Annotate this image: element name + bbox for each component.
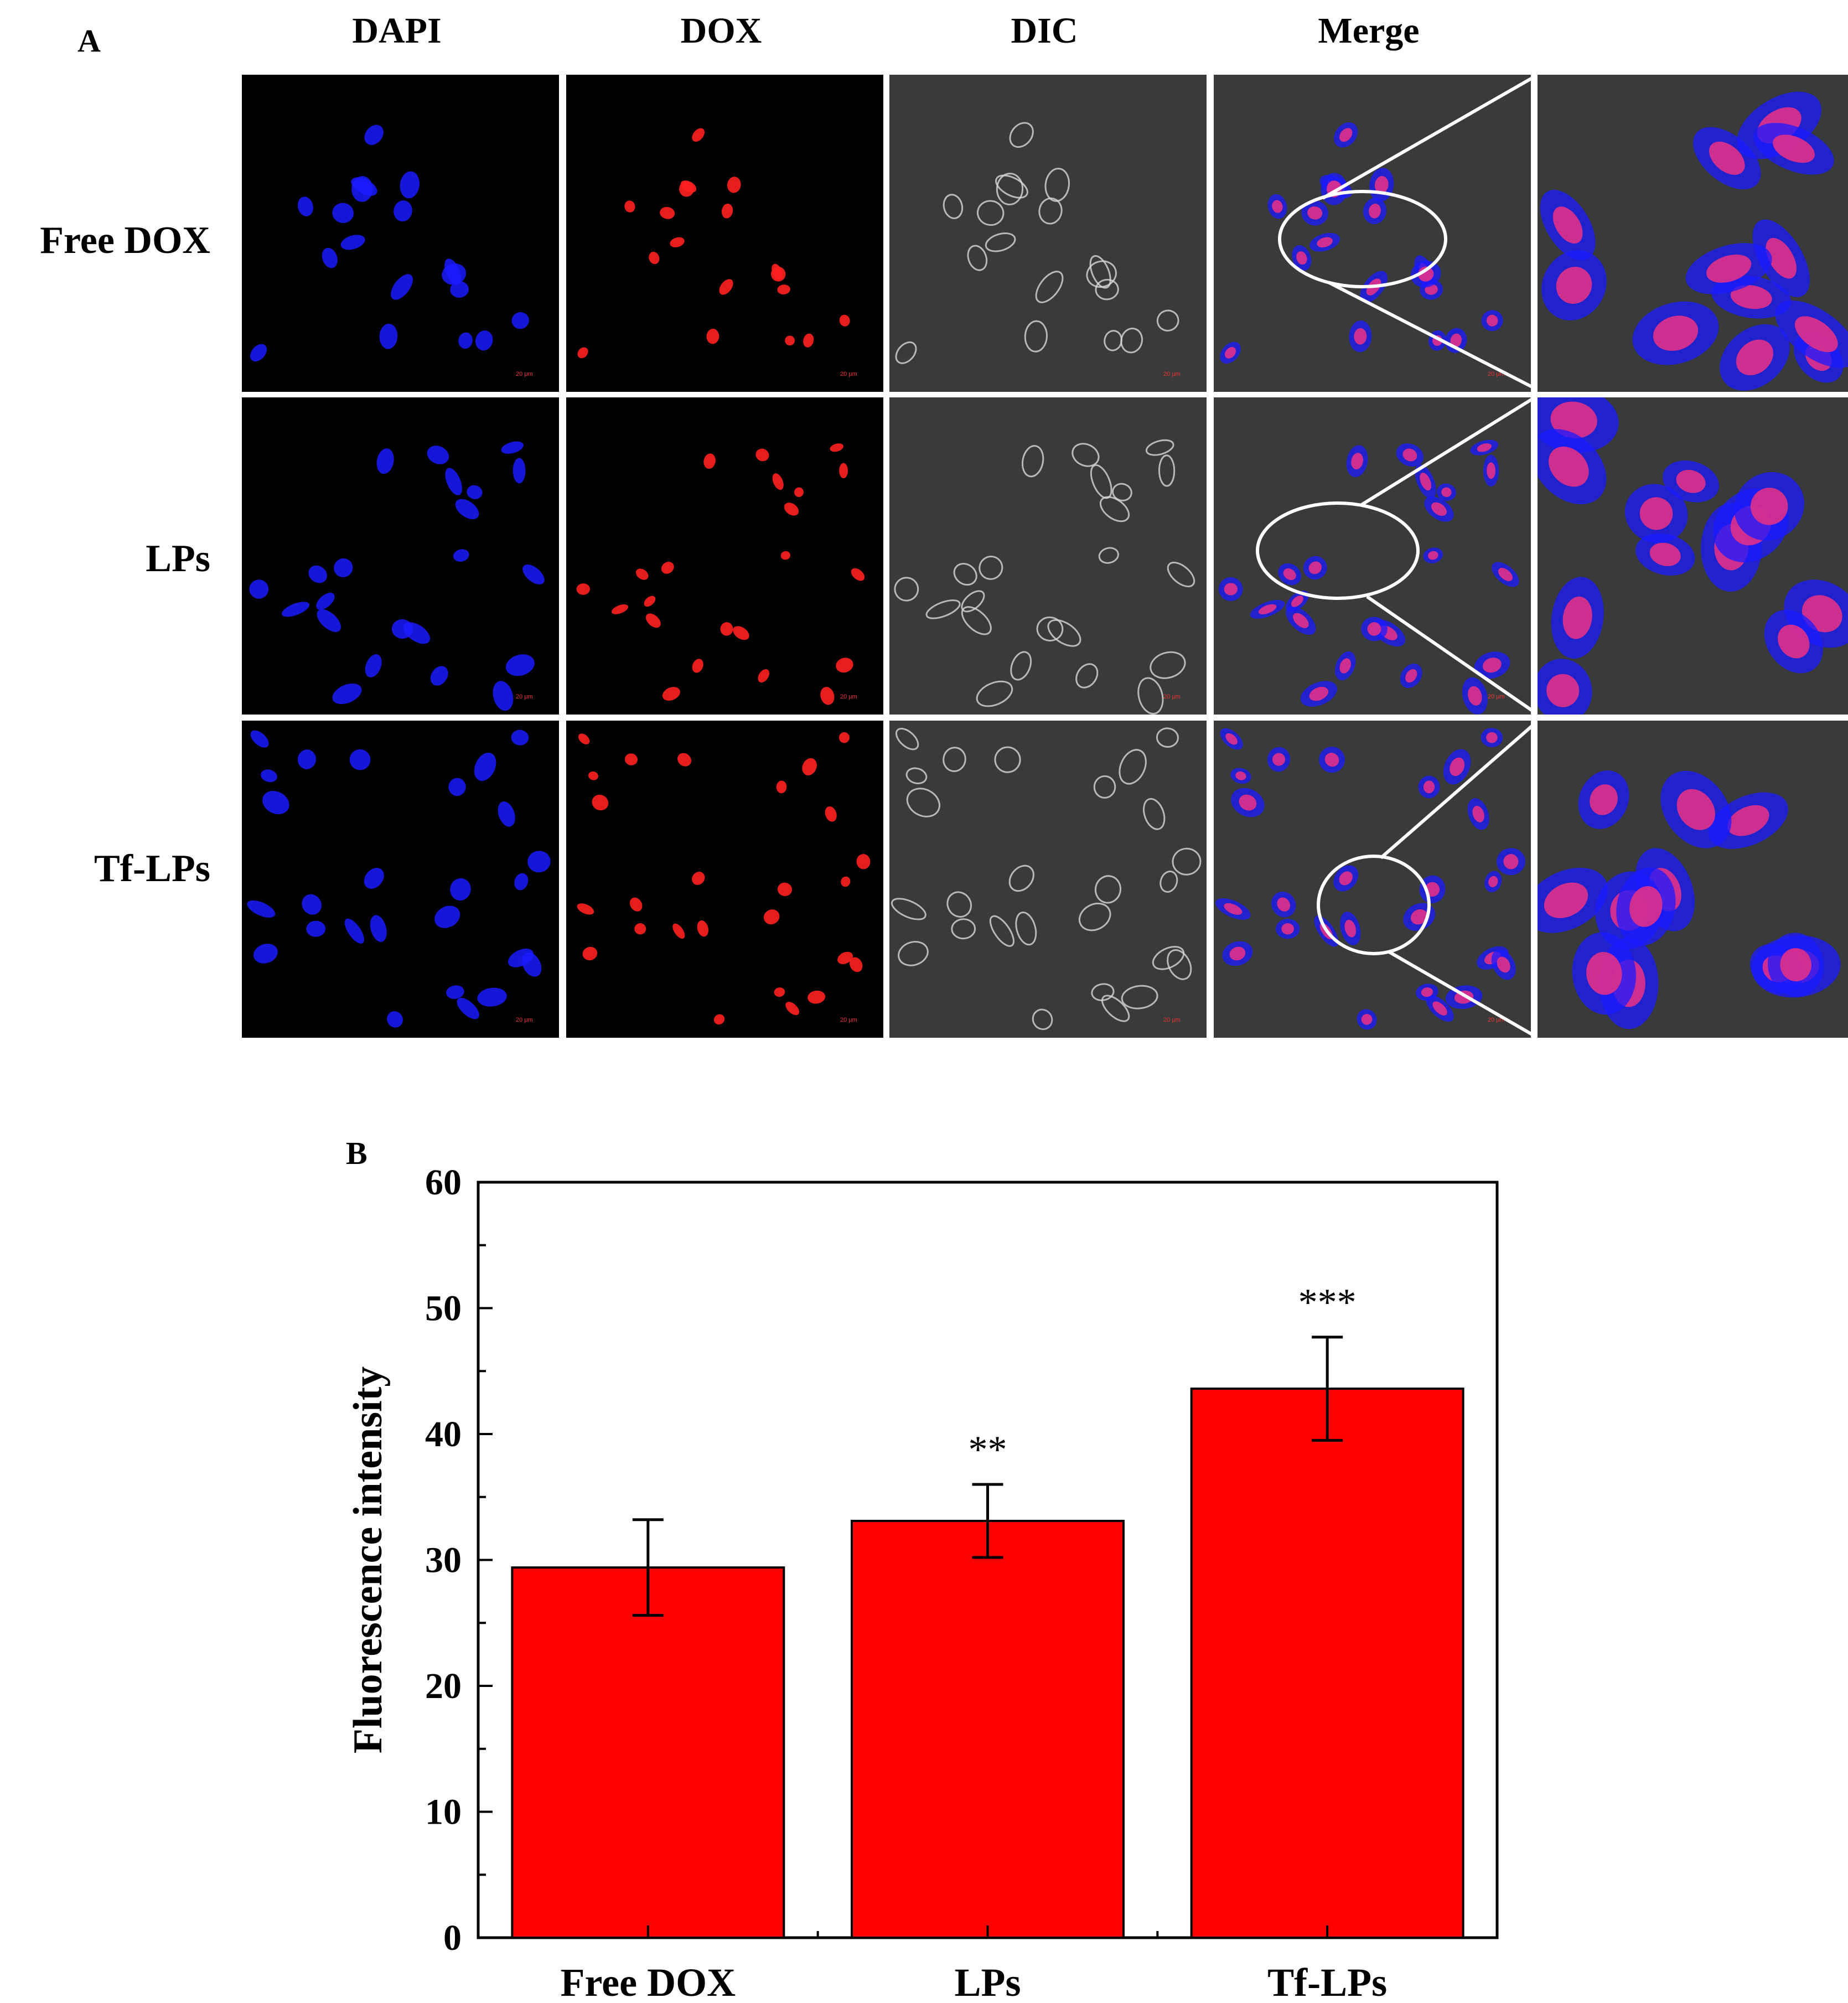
micrograph-merge-free-dox bbox=[1214, 75, 1531, 392]
zoom-line-row2-bottom bbox=[1366, 595, 1534, 713]
panel-b-label: B bbox=[346, 1135, 367, 1171]
bar-chart: Free DOX ** LPs *** Tf-LPs 0 10 20 30 40 50 60 Fluor… bbox=[345, 1162, 1499, 2003]
row-header-tf-lps: Tf-LPs bbox=[94, 847, 210, 890]
scale-bar-label: 20 μm bbox=[516, 371, 533, 377]
scale-bar-label: 20 μm bbox=[840, 693, 857, 700]
y-tick-label: 10 bbox=[425, 1792, 462, 1833]
y-tick-label: 40 bbox=[425, 1414, 462, 1455]
scale-bar-label: 20 μm bbox=[1163, 371, 1181, 377]
y-tick-label: 50 bbox=[425, 1288, 462, 1329]
micrograph-zoom-tf-lps bbox=[1538, 721, 1848, 1038]
y-axis-label: Fluorescence intensity bbox=[345, 1367, 391, 1753]
x-tick-label: Tf-LPs bbox=[1267, 1960, 1387, 2003]
scale-bar-label: 20 μm bbox=[516, 1017, 533, 1023]
zoom-line-row2-top bbox=[1360, 397, 1534, 506]
micrograph-dic-tf-lps bbox=[889, 721, 1207, 1038]
zoom-line-row1-top bbox=[1322, 76, 1534, 200]
scale-bar-label: 20 μm bbox=[516, 693, 533, 700]
zoom-connectors bbox=[1256, 76, 1534, 1037]
bar-tf-lps bbox=[1190, 1388, 1464, 1939]
micrograph-dic-lps bbox=[889, 397, 1207, 715]
bar-free-dox bbox=[511, 1566, 785, 1939]
column-header-merge: Merge bbox=[1318, 11, 1420, 51]
significance-marker: *** bbox=[1298, 1281, 1357, 1324]
bar-lps bbox=[851, 1519, 1125, 1939]
micrograph-merge-lps bbox=[1214, 397, 1531, 715]
scale-bar-label: 20 μm bbox=[1163, 693, 1181, 700]
zoom-line-row3-top bbox=[1380, 723, 1534, 860]
scale-bar-label: 20 μm bbox=[840, 371, 857, 377]
scale-bar-label: 20 μm bbox=[1488, 693, 1505, 700]
micrograph-dox-free-dox bbox=[566, 75, 883, 392]
significance-marker: ** bbox=[969, 1429, 1007, 1471]
micrograph-dic-free-dox bbox=[889, 75, 1207, 392]
x-tick-label: Free DOX bbox=[561, 1960, 736, 2003]
micrograph-zoom-free-dox bbox=[1538, 75, 1848, 392]
micrograph-dox-lps bbox=[566, 397, 883, 715]
row-header-lps: LPs bbox=[146, 537, 210, 580]
column-header-dox: DOX bbox=[680, 11, 762, 51]
micrograph-dapi-lps bbox=[242, 397, 559, 715]
micrograph-dapi-tf-lps bbox=[242, 721, 559, 1038]
x-tick-label: LPs bbox=[954, 1960, 1021, 2003]
zoom-circle-row1 bbox=[1278, 190, 1447, 288]
zoom-line-row3-bottom bbox=[1388, 950, 1534, 1037]
zoom-circle-row2 bbox=[1256, 501, 1420, 600]
y-tick-label: 60 bbox=[425, 1162, 462, 1203]
column-header-dic: DIC bbox=[1011, 11, 1078, 51]
micrograph-zoom-lps bbox=[1538, 397, 1848, 715]
scale-bar-label: 20 μm bbox=[1488, 1017, 1505, 1023]
micrograph-dapi-free-dox bbox=[242, 75, 559, 392]
column-header-dapi: DAPI bbox=[352, 11, 442, 51]
scale-bar-label: 20 μm bbox=[1163, 1017, 1181, 1023]
micrograph-dox-tf-lps bbox=[566, 721, 883, 1038]
y-tick-label: 0 bbox=[443, 1918, 462, 1958]
panel-a-label: A bbox=[77, 23, 101, 59]
y-tick-label: 30 bbox=[425, 1540, 462, 1581]
y-tick-label: 20 bbox=[425, 1666, 462, 1706]
scale-bar-label: 20 μm bbox=[840, 1017, 857, 1023]
row-header-free-dox: Free DOX bbox=[40, 219, 210, 262]
zoom-line-row1-bottom bbox=[1327, 281, 1534, 389]
zoom-circle-row3 bbox=[1317, 855, 1431, 955]
